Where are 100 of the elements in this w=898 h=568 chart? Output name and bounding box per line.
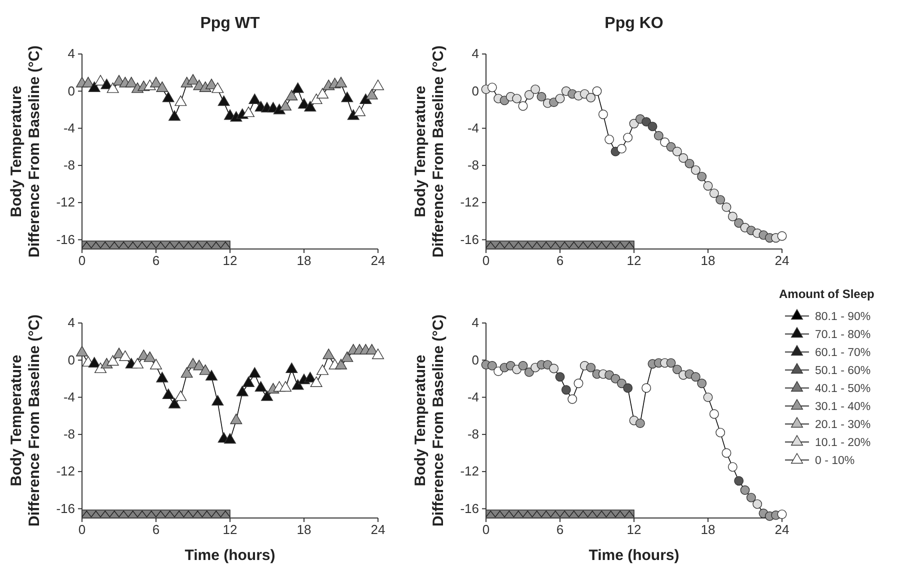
- point: [660, 138, 670, 147]
- y-axis-title: Body Temperature Difference From Baseline (°C): [412, 46, 447, 258]
- point: [304, 101, 316, 112]
- x-tick-label: 24: [774, 522, 790, 538]
- point: [672, 146, 682, 156]
- y-tick-label: 0: [68, 352, 75, 368]
- point: [530, 84, 540, 94]
- x-tick-label: 0: [482, 253, 490, 268]
- point: [568, 394, 578, 404]
- point: [322, 348, 335, 360]
- point: [709, 188, 719, 198]
- x-tick-label: 6: [556, 253, 564, 268]
- y-tick-label: -12: [460, 464, 479, 479]
- point: [734, 476, 744, 486]
- point: [94, 362, 106, 374]
- category-label: 60.1 - 70%: [815, 347, 871, 359]
- point: [174, 95, 187, 106]
- point: [610, 374, 620, 384]
- point: [341, 351, 354, 362]
- point: [310, 376, 322, 387]
- point: [94, 75, 106, 86]
- point: [703, 181, 713, 191]
- y-tick-label: -12: [56, 464, 75, 479]
- point: [616, 144, 626, 154]
- point: [248, 367, 261, 378]
- point: [230, 414, 242, 424]
- point: [740, 485, 750, 495]
- point: [518, 101, 528, 111]
- point: [132, 358, 144, 368]
- chart-title: Ppg KO: [604, 15, 664, 32]
- y-axis-title: Body Temperature Difference From Baseline (°C): [8, 314, 43, 526]
- category-label: 40.1 - 50%: [815, 383, 871, 395]
- point: [716, 195, 726, 204]
- point: [174, 390, 187, 401]
- point: [261, 390, 273, 401]
- point: [316, 88, 328, 98]
- point: [162, 388, 174, 400]
- y-tick-label: -8: [467, 158, 479, 173]
- point: [635, 418, 645, 428]
- point: [616, 378, 626, 388]
- point: [156, 372, 168, 382]
- point: [746, 492, 756, 502]
- point: [372, 80, 384, 90]
- x-tick-label: 6: [556, 522, 564, 538]
- x-tick-label: 24: [370, 522, 386, 538]
- chart-title: Ppg WT: [200, 15, 260, 32]
- category-label: 0 - 10%: [815, 455, 855, 467]
- point: [218, 95, 230, 106]
- point: [168, 110, 180, 121]
- x-tick-label: 18: [296, 522, 312, 538]
- y-tick-label: 0: [472, 83, 479, 98]
- point: [642, 117, 652, 126]
- point: [286, 90, 298, 100]
- point: [341, 92, 354, 102]
- point: [125, 76, 138, 88]
- point: [199, 364, 212, 375]
- x-tick-label: 18: [296, 253, 312, 268]
- point: [728, 212, 738, 222]
- point: [777, 510, 787, 519]
- y-tick-label: -16: [56, 232, 75, 247]
- point: [354, 106, 366, 116]
- point: [156, 82, 168, 92]
- y-tick-label: -16: [56, 500, 75, 516]
- y-tick-label: -4: [467, 120, 479, 136]
- point: [316, 364, 328, 375]
- point: [586, 92, 596, 102]
- point: [555, 372, 565, 382]
- point: [536, 92, 546, 102]
- x-tick-label: 6: [152, 253, 160, 268]
- point: [752, 499, 762, 509]
- point: [524, 368, 534, 377]
- x-tick-label: 24: [774, 253, 790, 268]
- point: [592, 86, 602, 96]
- point: [654, 131, 664, 140]
- y-tick-label: -12: [56, 194, 75, 210]
- point: [623, 383, 633, 393]
- point: [206, 370, 218, 380]
- point: [366, 344, 378, 354]
- point: [248, 94, 261, 104]
- point: [684, 158, 694, 168]
- x-tick-label: 12: [626, 253, 642, 268]
- point: [487, 82, 497, 92]
- x-tick-label: 12: [222, 522, 238, 538]
- x-tick-label: 12: [626, 522, 642, 538]
- point: [88, 82, 100, 92]
- y-tick-label: -8: [63, 158, 75, 173]
- point: [555, 94, 565, 104]
- x-tick-label: 12: [222, 253, 238, 268]
- y-tick-label: 4: [472, 46, 479, 62]
- y-tick-label: -4: [467, 389, 479, 404]
- category-label: 50.1 - 60%: [815, 365, 871, 377]
- point: [335, 76, 347, 88]
- point: [335, 358, 347, 370]
- point: [549, 364, 559, 374]
- point: [709, 409, 719, 419]
- y-tick-label: 0: [68, 83, 75, 98]
- point: [690, 165, 700, 175]
- point: [629, 118, 639, 128]
- x-tick-label: 0: [78, 253, 86, 268]
- point: [598, 110, 608, 120]
